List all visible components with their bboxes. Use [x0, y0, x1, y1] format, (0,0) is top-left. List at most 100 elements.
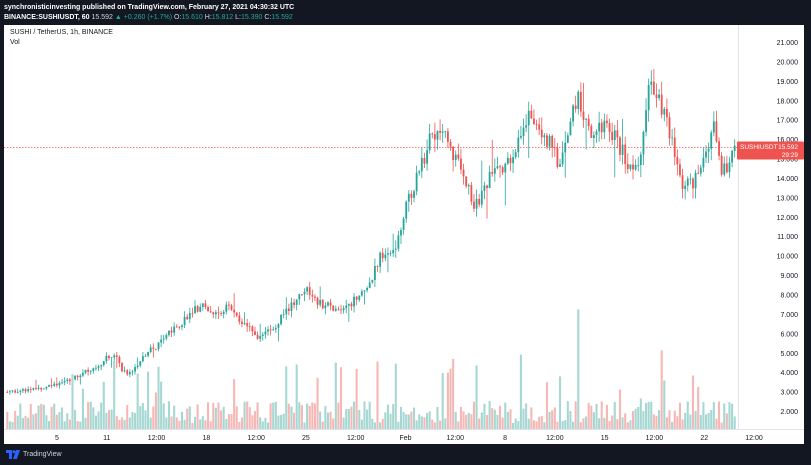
candle-body [66, 379, 69, 381]
candle-body [319, 299, 322, 305]
volume-bar [671, 421, 674, 429]
x-tick-label: 5 [55, 435, 59, 442]
volume-bar [681, 419, 684, 429]
volume-bar [540, 416, 543, 429]
volume-bar [566, 401, 569, 429]
candle-body [168, 330, 170, 335]
candle-body [280, 314, 282, 325]
volume-bar [715, 418, 718, 429]
volume-bar [238, 421, 241, 429]
volume-bar [452, 358, 455, 429]
volume-bar [16, 415, 19, 429]
volume-bar [694, 410, 697, 429]
candle-body [418, 171, 421, 173]
candle-body [725, 163, 728, 173]
candle-body [269, 329, 272, 331]
candle-body [650, 81, 653, 85]
volume-bar [415, 420, 418, 429]
volume-bar [74, 409, 77, 429]
tradingview-logo[interactable]: TradingView [6, 450, 62, 459]
volume-bar [230, 413, 233, 429]
volume-bar [483, 403, 486, 429]
volume-bar [444, 418, 447, 429]
candle-body [100, 365, 103, 367]
price-change: ▲ +0.260 (+1.7%) [114, 14, 173, 21]
volume-bar [598, 418, 601, 429]
candle-body [235, 312, 238, 316]
candle-body [50, 385, 53, 386]
candle-body [68, 379, 71, 382]
chart-legend: SUSHI / TetherUS, 1h, BINANCE Vol [10, 28, 113, 48]
volume-bar [233, 379, 236, 429]
candle-body [79, 375, 82, 378]
candle-body [715, 121, 718, 142]
volume-bar [259, 417, 262, 429]
y-tick-label: 8.000 [780, 292, 798, 299]
candle-body [136, 365, 139, 368]
candle-body [579, 91, 582, 112]
volume-bar [652, 414, 655, 429]
volume-bar [115, 416, 118, 429]
volume-bar [147, 371, 150, 429]
volume-bar [287, 403, 290, 429]
volume-bar [676, 416, 679, 429]
candle-body [413, 191, 415, 198]
volume-bar [14, 410, 17, 429]
volume-bar [407, 414, 410, 429]
candle-body [139, 361, 142, 366]
candle-body [92, 368, 95, 372]
volume-bar [66, 413, 69, 429]
chart-area[interactable]: 2.000 3.000 4.000 5.000 6.000 7.000 8.000 9.000… [4, 25, 804, 444]
volume-bar [587, 402, 590, 429]
volume-bar [577, 309, 580, 429]
volume-bar [707, 412, 710, 429]
y-tick-label: 10.000 [777, 254, 799, 261]
candle-body [248, 326, 251, 327]
volume-bar [381, 418, 384, 429]
candle-body [128, 372, 131, 375]
y-tick-label: 7.000 [780, 312, 798, 319]
volume-bar [126, 405, 129, 429]
candle-body [152, 347, 155, 349]
volume-bar [19, 403, 22, 429]
candle-body [214, 312, 217, 315]
candle-body [470, 185, 473, 202]
volume-bar [702, 402, 705, 429]
candle-body [400, 230, 402, 236]
candle-body [233, 309, 236, 313]
volume-bar [412, 407, 416, 429]
volume-bar [332, 418, 335, 429]
candle-body [53, 383, 56, 386]
volume-bar [558, 376, 562, 429]
candle-body [308, 287, 311, 295]
candle-body [723, 163, 726, 175]
volume-bar [222, 406, 225, 429]
volume-bar [660, 350, 663, 429]
candle-body [402, 218, 405, 231]
candle-body [655, 94, 658, 99]
price-chart-svg[interactable]: 2.000 3.000 4.000 5.000 6.000 7.000 8.000 9.000… [4, 25, 804, 444]
candle-body [14, 390, 17, 393]
volume-bar [334, 362, 337, 429]
candle-body [613, 130, 616, 141]
volume-bar [399, 407, 403, 429]
volume-bar [63, 421, 66, 429]
candle-body [363, 290, 366, 292]
volume-bar [600, 401, 603, 429]
candle-body [639, 154, 642, 165]
candle-body [298, 294, 301, 300]
volume-bar [50, 406, 53, 429]
volume-bar [355, 368, 358, 429]
candle-body [188, 313, 191, 320]
volume-bar [642, 411, 645, 429]
volume-bar [29, 404, 32, 429]
candle-body [337, 308, 340, 310]
volume-bar [723, 403, 726, 429]
candle-body [183, 316, 186, 326]
volume-bar [24, 415, 27, 429]
candle-body [611, 131, 614, 141]
volume-bar [373, 422, 376, 429]
volume-bar [295, 364, 298, 429]
candle-body [559, 164, 561, 167]
high-label: H: [204, 14, 212, 21]
